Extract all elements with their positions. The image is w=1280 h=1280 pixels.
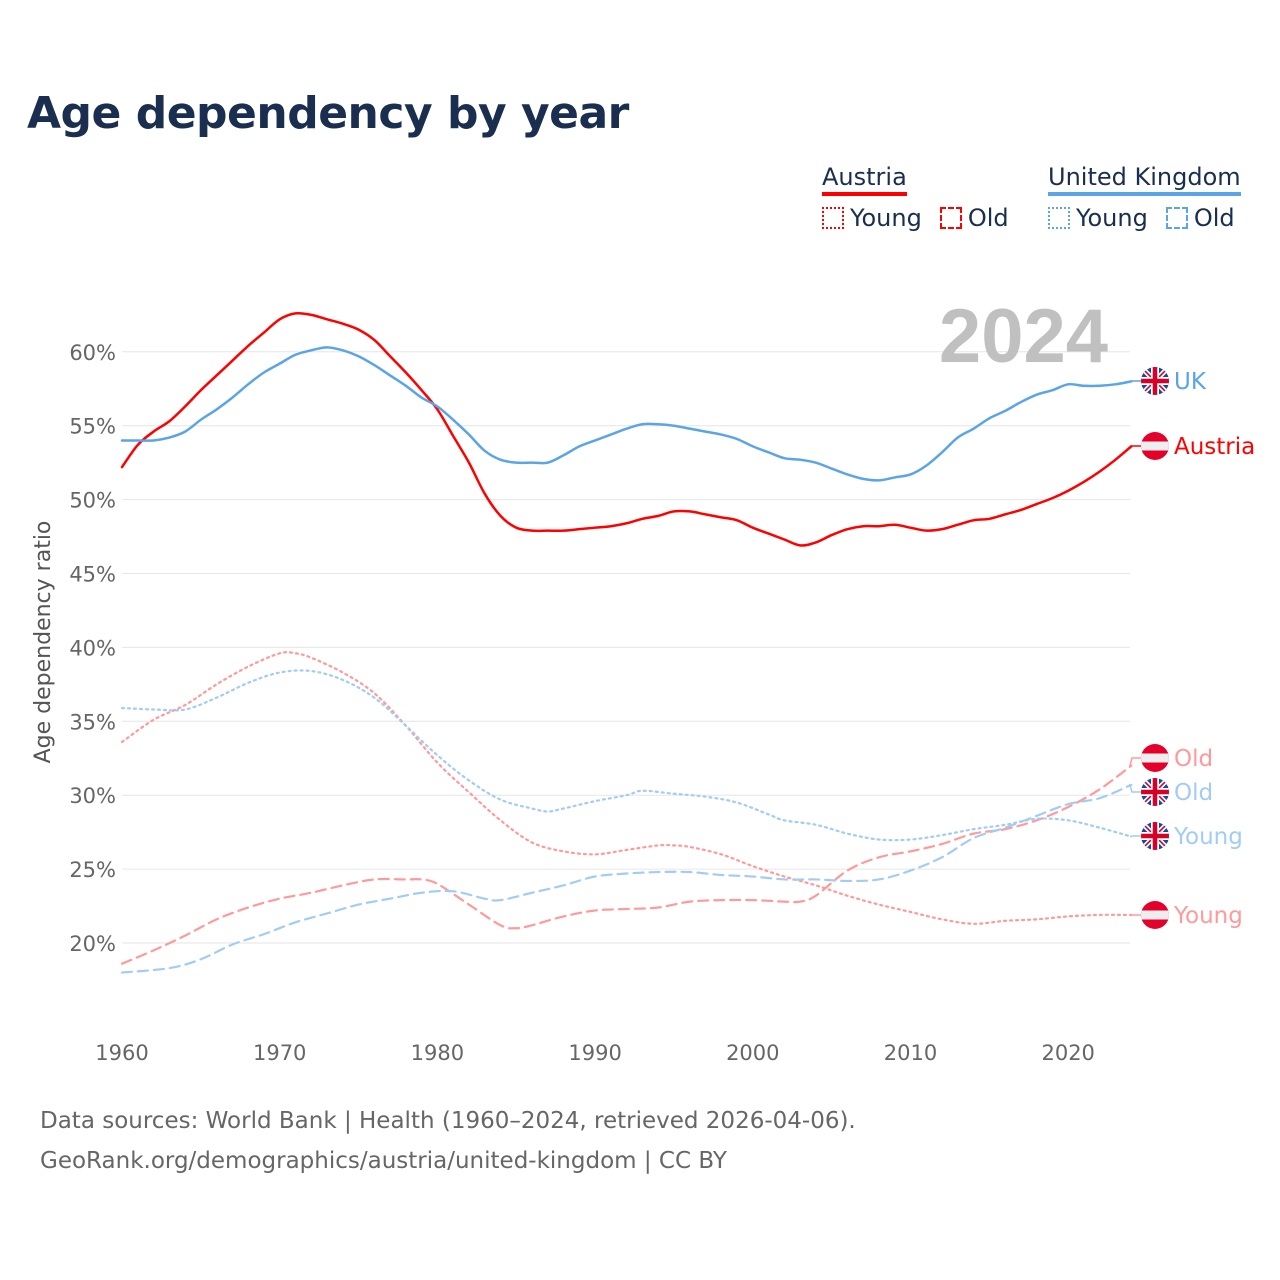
y-tick-label: 25% bbox=[69, 858, 116, 882]
series-line-united-kingdom-old bbox=[120, 783, 1133, 974]
y-tick-label: 40% bbox=[69, 636, 116, 660]
series-line-united-kingdom bbox=[120, 346, 1133, 482]
legend-old: Old bbox=[1193, 204, 1235, 232]
x-tick-label: 1980 bbox=[411, 1041, 464, 1065]
y-tick-label: 20% bbox=[69, 932, 116, 956]
y-axis-label: Age dependency ratio bbox=[31, 521, 56, 764]
y-tick-label: 50% bbox=[69, 489, 116, 513]
legend-old: Old bbox=[967, 204, 1009, 232]
end-label: Young bbox=[1173, 824, 1243, 850]
austria-flag-icon bbox=[1141, 432, 1169, 460]
label-connector bbox=[1129, 835, 1141, 838]
y-tick-label: 45% bbox=[69, 563, 116, 587]
label-connector bbox=[1129, 757, 1141, 767]
y-tick-label: 55% bbox=[69, 415, 116, 439]
y-tick-label: 60% bbox=[69, 341, 116, 365]
legend-young: Young bbox=[850, 204, 922, 232]
label-connector bbox=[1129, 784, 1141, 793]
y-tick-label: 35% bbox=[69, 710, 116, 734]
dotted-line-swatch-icon bbox=[822, 207, 844, 229]
uk-flag-icon bbox=[1141, 367, 1169, 395]
year-watermark: 2024 bbox=[939, 294, 1108, 379]
legend-young: Young bbox=[1076, 204, 1148, 232]
austria-flag-icon bbox=[1141, 744, 1169, 772]
series-line-united-kingdom-young bbox=[120, 669, 1133, 842]
x-tick-label: 1990 bbox=[568, 1041, 621, 1065]
x-tick-label: 2020 bbox=[1041, 1041, 1094, 1065]
end-label: Young bbox=[1173, 903, 1243, 929]
legend-country-uk: United Kingdom bbox=[1048, 163, 1241, 191]
legend-country-austria: Austria bbox=[822, 163, 907, 191]
legend-austria: Austria Young Old bbox=[822, 163, 1009, 232]
end-label: UK bbox=[1174, 369, 1207, 395]
grid-lines: 20% 25% 30% 35% 40% 45% 50% 55% 60% 1960 1970 1980 1… bbox=[69, 341, 1130, 1065]
series-line-austria-young bbox=[120, 651, 1133, 925]
x-tick-label: 2000 bbox=[726, 1041, 779, 1065]
uk-flag-icon bbox=[1141, 778, 1169, 806]
x-tick-label: 2010 bbox=[884, 1041, 937, 1065]
end-label: Austria bbox=[1174, 434, 1255, 460]
page-title: Age dependency by year bbox=[27, 88, 629, 139]
series-line-austria bbox=[120, 311, 1133, 547]
dashed-line-swatch-icon bbox=[939, 207, 962, 229]
x-tick-label: 1960 bbox=[95, 1041, 148, 1065]
series-line-austria-old bbox=[120, 764, 1133, 965]
x-tick-label: 1970 bbox=[253, 1041, 306, 1065]
austria-flag-icon bbox=[1141, 901, 1169, 929]
footer-link[interactable]: GeoRank.org/demographics/austria/united-… bbox=[40, 1148, 727, 1174]
end-label: Old bbox=[1174, 780, 1213, 806]
dotted-line-swatch-icon bbox=[1048, 207, 1070, 229]
legend-uk: United Kingdom Young Old bbox=[1048, 163, 1241, 232]
y-tick-label: 30% bbox=[69, 784, 116, 808]
dashed-line-swatch-icon bbox=[1165, 207, 1188, 229]
end-label: Old bbox=[1174, 746, 1213, 772]
footer-sources: Data sources: World Bank | Health (1960–… bbox=[40, 1108, 856, 1134]
uk-flag-icon bbox=[1141, 822, 1169, 850]
